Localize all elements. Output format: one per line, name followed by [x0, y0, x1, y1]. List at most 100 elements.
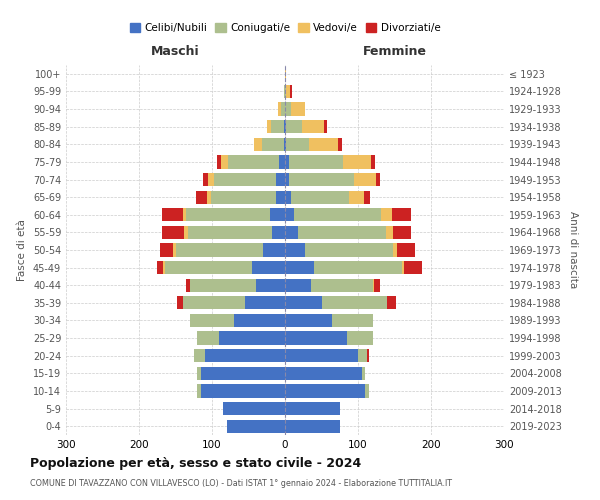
- Bar: [176, 244, 263, 256]
- Bar: [271, 208, 285, 222]
- Bar: [311, 278, 373, 292]
- Bar: [188, 226, 272, 239]
- Bar: [286, 120, 302, 134]
- Bar: [256, 278, 285, 292]
- Bar: [211, 190, 276, 204]
- Bar: [305, 244, 393, 256]
- Bar: [187, 208, 271, 222]
- Bar: [402, 261, 404, 274]
- Bar: [286, 138, 309, 151]
- Bar: [376, 173, 380, 186]
- Bar: [201, 366, 285, 380]
- Bar: [217, 156, 221, 168]
- Text: Popolazione per età, sesso e stato civile - 2024: Popolazione per età, sesso e stato civil…: [30, 458, 361, 470]
- Bar: [285, 67, 286, 80]
- Bar: [397, 244, 415, 256]
- Bar: [285, 173, 289, 186]
- Bar: [221, 156, 228, 168]
- Bar: [284, 120, 285, 134]
- Bar: [302, 120, 323, 134]
- Bar: [276, 173, 285, 186]
- Bar: [322, 296, 387, 310]
- Bar: [291, 190, 349, 204]
- Bar: [290, 85, 292, 98]
- Bar: [163, 226, 184, 239]
- Bar: [404, 261, 422, 274]
- Bar: [362, 366, 365, 380]
- Bar: [285, 314, 332, 327]
- Bar: [382, 208, 392, 222]
- Bar: [285, 208, 294, 222]
- Y-axis label: Fasce di età: Fasce di età: [17, 219, 27, 281]
- Bar: [276, 190, 285, 204]
- Bar: [263, 244, 285, 256]
- Bar: [285, 156, 289, 168]
- Bar: [214, 173, 276, 186]
- Bar: [173, 244, 176, 256]
- Bar: [393, 244, 397, 256]
- Bar: [196, 190, 207, 204]
- Bar: [183, 208, 187, 222]
- Bar: [286, 85, 290, 98]
- Bar: [190, 278, 256, 292]
- Bar: [205, 349, 285, 362]
- Bar: [347, 332, 373, 344]
- Bar: [285, 102, 291, 116]
- Bar: [358, 349, 367, 362]
- Bar: [285, 85, 286, 98]
- Bar: [190, 314, 234, 327]
- Bar: [367, 349, 369, 362]
- Bar: [349, 190, 364, 204]
- Bar: [294, 208, 382, 222]
- Bar: [254, 138, 262, 151]
- Bar: [373, 278, 374, 292]
- Bar: [272, 226, 285, 239]
- Text: Maschi: Maschi: [151, 44, 200, 58]
- Bar: [227, 420, 285, 433]
- Bar: [262, 138, 284, 151]
- Bar: [228, 156, 279, 168]
- Bar: [163, 208, 183, 222]
- Bar: [314, 261, 402, 274]
- Bar: [278, 102, 281, 116]
- Bar: [285, 278, 311, 292]
- Bar: [284, 138, 285, 151]
- Bar: [285, 244, 305, 256]
- Bar: [160, 244, 173, 256]
- Bar: [252, 261, 285, 274]
- Bar: [197, 366, 201, 380]
- Bar: [285, 402, 340, 415]
- Bar: [208, 173, 214, 186]
- Bar: [187, 278, 190, 292]
- Bar: [285, 190, 291, 204]
- Bar: [323, 120, 328, 134]
- Bar: [387, 296, 396, 310]
- Bar: [183, 296, 245, 310]
- Y-axis label: Anni di nascita: Anni di nascita: [568, 212, 578, 288]
- Bar: [289, 173, 355, 186]
- Legend: Celibi/Nubili, Coniugati/e, Vedovi/e, Divorziati/e: Celibi/Nubili, Coniugati/e, Vedovi/e, Di…: [125, 18, 445, 37]
- Bar: [203, 173, 208, 186]
- Bar: [281, 102, 285, 116]
- Bar: [374, 278, 380, 292]
- Bar: [285, 332, 347, 344]
- Bar: [197, 384, 201, 398]
- Bar: [164, 261, 252, 274]
- Bar: [284, 85, 285, 98]
- Bar: [285, 226, 298, 239]
- Bar: [285, 296, 322, 310]
- Bar: [207, 190, 211, 204]
- Bar: [223, 402, 285, 415]
- Bar: [197, 332, 220, 344]
- Bar: [392, 208, 410, 222]
- Bar: [355, 173, 376, 186]
- Bar: [245, 296, 285, 310]
- Text: Femmine: Femmine: [362, 44, 427, 58]
- Bar: [285, 120, 286, 134]
- Bar: [364, 190, 370, 204]
- Bar: [371, 156, 375, 168]
- Bar: [177, 296, 183, 310]
- Bar: [338, 138, 342, 151]
- Bar: [220, 332, 285, 344]
- Bar: [365, 384, 369, 398]
